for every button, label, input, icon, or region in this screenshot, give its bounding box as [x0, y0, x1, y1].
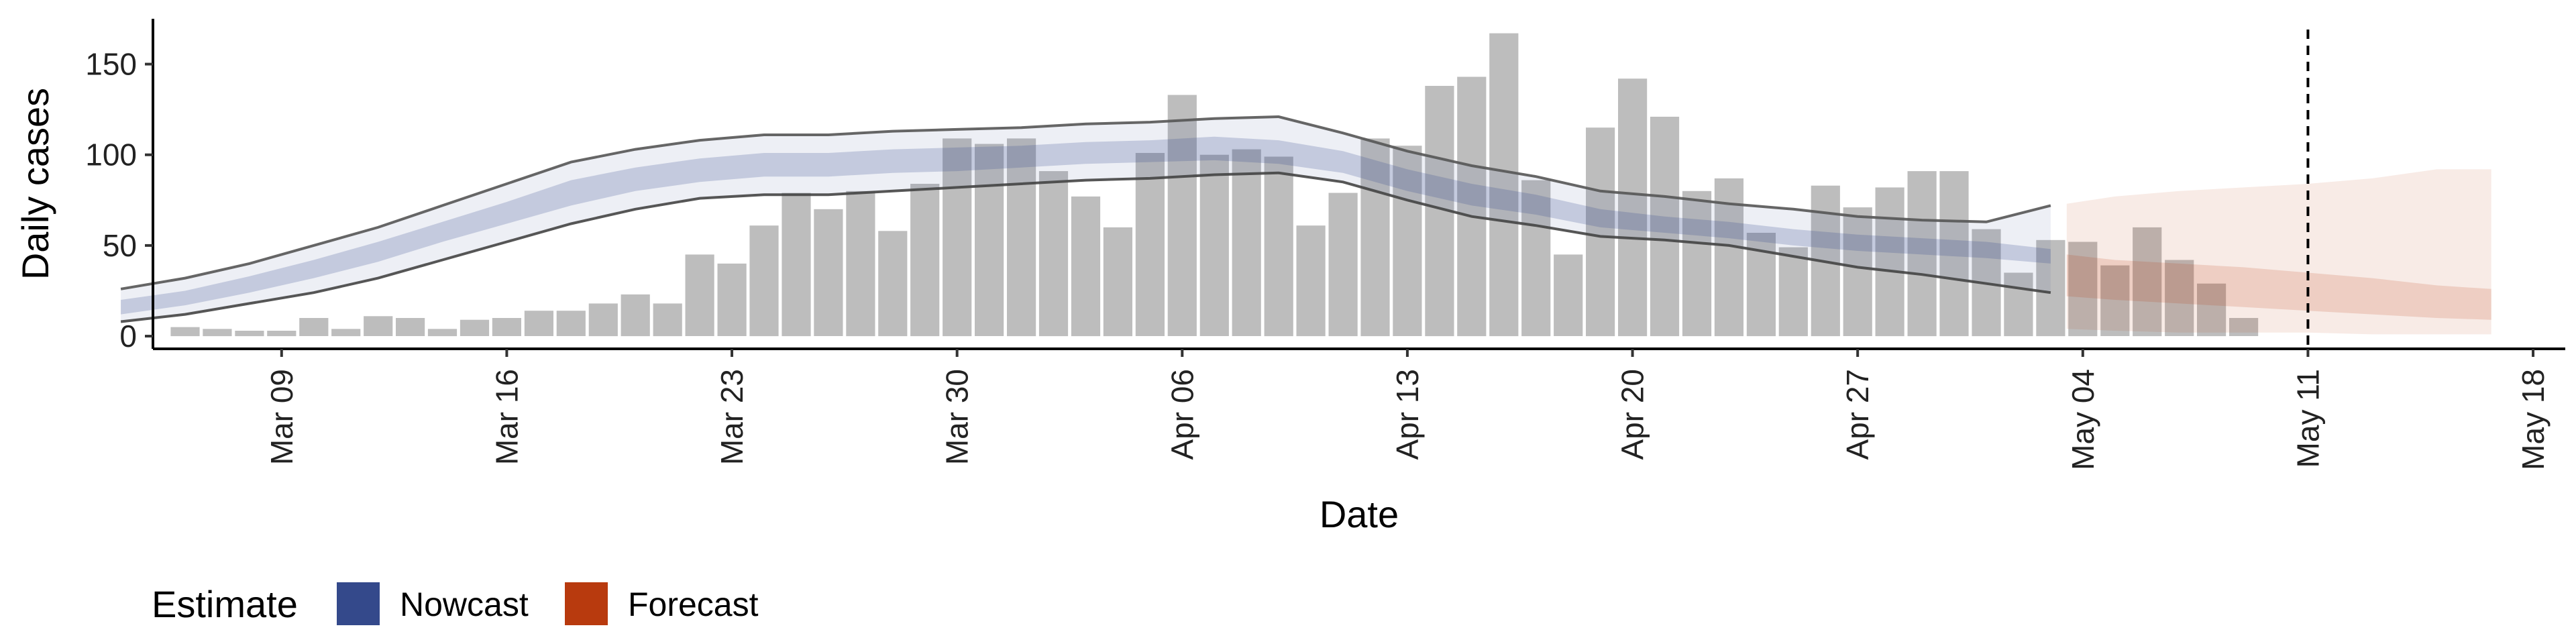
- bar: [331, 329, 361, 337]
- bar: [1071, 196, 1101, 337]
- bar: [492, 318, 521, 336]
- bar: [1135, 153, 1165, 336]
- bar: [1393, 146, 1422, 336]
- bar: [782, 193, 811, 337]
- nowcast-lower-line: [120, 171, 2051, 323]
- bar: [588, 303, 618, 337]
- bar: [1007, 138, 1036, 337]
- x-tick-label: Apr 06: [1165, 369, 1199, 460]
- y-tick-label: 50: [103, 228, 137, 263]
- bar: [653, 303, 682, 337]
- bar: [2133, 227, 2162, 337]
- legend-title: Estimate: [152, 583, 298, 625]
- legend-key-forecast: [565, 582, 608, 625]
- bar: [1586, 127, 1615, 337]
- bar: [749, 225, 779, 337]
- bar: [717, 263, 747, 336]
- bar: [1650, 117, 1680, 337]
- bar: [1618, 78, 1648, 337]
- bar: [2100, 265, 2130, 336]
- bar: [943, 138, 972, 337]
- bar: [170, 327, 200, 337]
- bar: [1328, 193, 1358, 337]
- bar: [235, 331, 264, 337]
- forecast-series: [2066, 169, 2491, 335]
- x-tick-label: May 18: [2516, 369, 2551, 470]
- bar: [1264, 156, 1293, 337]
- bar: [1167, 95, 1197, 336]
- x-tick-label: Apr 13: [1390, 369, 1425, 460]
- bar: [1907, 171, 1937, 337]
- bar: [1457, 76, 1487, 337]
- bar: [1296, 225, 1326, 337]
- bar: [1682, 191, 1712, 337]
- bar: [910, 184, 940, 337]
- bar: [1360, 138, 1390, 337]
- bar: [556, 311, 586, 336]
- bar: [2229, 318, 2259, 336]
- x-tick-label: May 11: [2290, 369, 2325, 468]
- nowcast-outer-interval: [121, 117, 2051, 322]
- bar: [975, 144, 1004, 336]
- x-tick-label: Mar 23: [714, 369, 749, 465]
- bar: [364, 316, 393, 336]
- y-axis-title: Daily cases: [14, 88, 56, 280]
- bar: [1843, 207, 1872, 336]
- legend: Estimate Nowcast Forecast: [152, 582, 759, 625]
- forecast-outer-interval: [2066, 169, 2491, 335]
- bar: [427, 329, 458, 337]
- y-ticks: 0 50 100 150: [85, 47, 153, 354]
- x-tick-label: Mar 16: [489, 369, 524, 465]
- nowcast-upper-line: [120, 115, 2051, 290]
- bar: [621, 294, 650, 337]
- bar: [1199, 154, 1229, 336]
- bar: [846, 191, 875, 337]
- bar: [267, 331, 297, 337]
- axes: 0 50 100 150 Mar 09 Mar 16 Mar 23 Mar 30 Apr 06…: [85, 19, 2565, 470]
- bar: [1489, 33, 1519, 337]
- bar: [2197, 283, 2226, 337]
- bar: [396, 318, 425, 336]
- bar: [2068, 241, 2098, 337]
- bar: [878, 231, 908, 337]
- bar: [1554, 254, 1583, 336]
- x-tick-label: May 04: [2065, 369, 2100, 470]
- bar: [1103, 227, 1132, 337]
- x-tick-label: Apr 20: [1615, 369, 1650, 460]
- legend-label-nowcast: Nowcast: [400, 586, 529, 623]
- y-tick-label: 100: [85, 138, 137, 172]
- legend-key-nowcast: [337, 582, 380, 625]
- x-tick-label: Mar 09: [264, 369, 299, 465]
- bar: [814, 209, 843, 336]
- y-tick-label: 150: [85, 47, 137, 82]
- bar: [203, 329, 232, 337]
- x-axis-title: Date: [1320, 493, 1399, 535]
- x-tick-label: Apr 27: [1840, 369, 1875, 460]
- x-ticks: Mar 09 Mar 16 Mar 23 Mar 30 Apr 06 Apr 13 Apr …: [264, 349, 2551, 470]
- bar: [2165, 260, 2194, 336]
- bar: [1232, 149, 1261, 336]
- x-tick-label: Mar 30: [940, 369, 975, 465]
- bar: [460, 319, 490, 336]
- bar: [1778, 247, 1808, 337]
- nowcast-inner-interval: [121, 136, 2051, 315]
- y-tick-label: 0: [119, 319, 137, 354]
- bar: [1875, 187, 1904, 337]
- bar: [524, 311, 553, 336]
- bar: [2004, 272, 2033, 337]
- nowcast-series: [120, 115, 2051, 323]
- bar: [1038, 171, 1069, 337]
- forecast-inner-interval: [2066, 254, 2491, 320]
- legend-label-forecast: Forecast: [628, 586, 759, 623]
- bar: [299, 318, 329, 336]
- bar: [2036, 239, 2065, 337]
- bar: [1521, 180, 1551, 337]
- plot-area: [120, 30, 2491, 349]
- bar: [685, 254, 714, 336]
- bar-series: [170, 33, 2259, 337]
- bar: [1939, 171, 1969, 337]
